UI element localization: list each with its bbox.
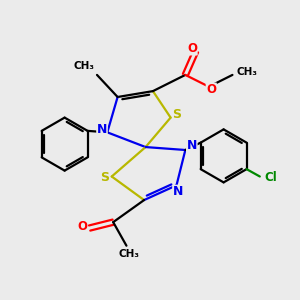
Text: N: N [173, 185, 183, 198]
Text: Cl: Cl [264, 172, 277, 184]
Text: N: N [97, 123, 107, 136]
Text: CH₃: CH₃ [73, 61, 94, 71]
Text: CH₃: CH₃ [237, 67, 258, 77]
Text: S: S [100, 172, 109, 184]
Text: N: N [187, 139, 197, 152]
Text: CH₃: CH₃ [119, 249, 140, 259]
Text: O: O [187, 42, 197, 55]
Text: O: O [77, 220, 87, 233]
Text: S: S [172, 108, 182, 121]
Text: O: O [206, 83, 216, 96]
